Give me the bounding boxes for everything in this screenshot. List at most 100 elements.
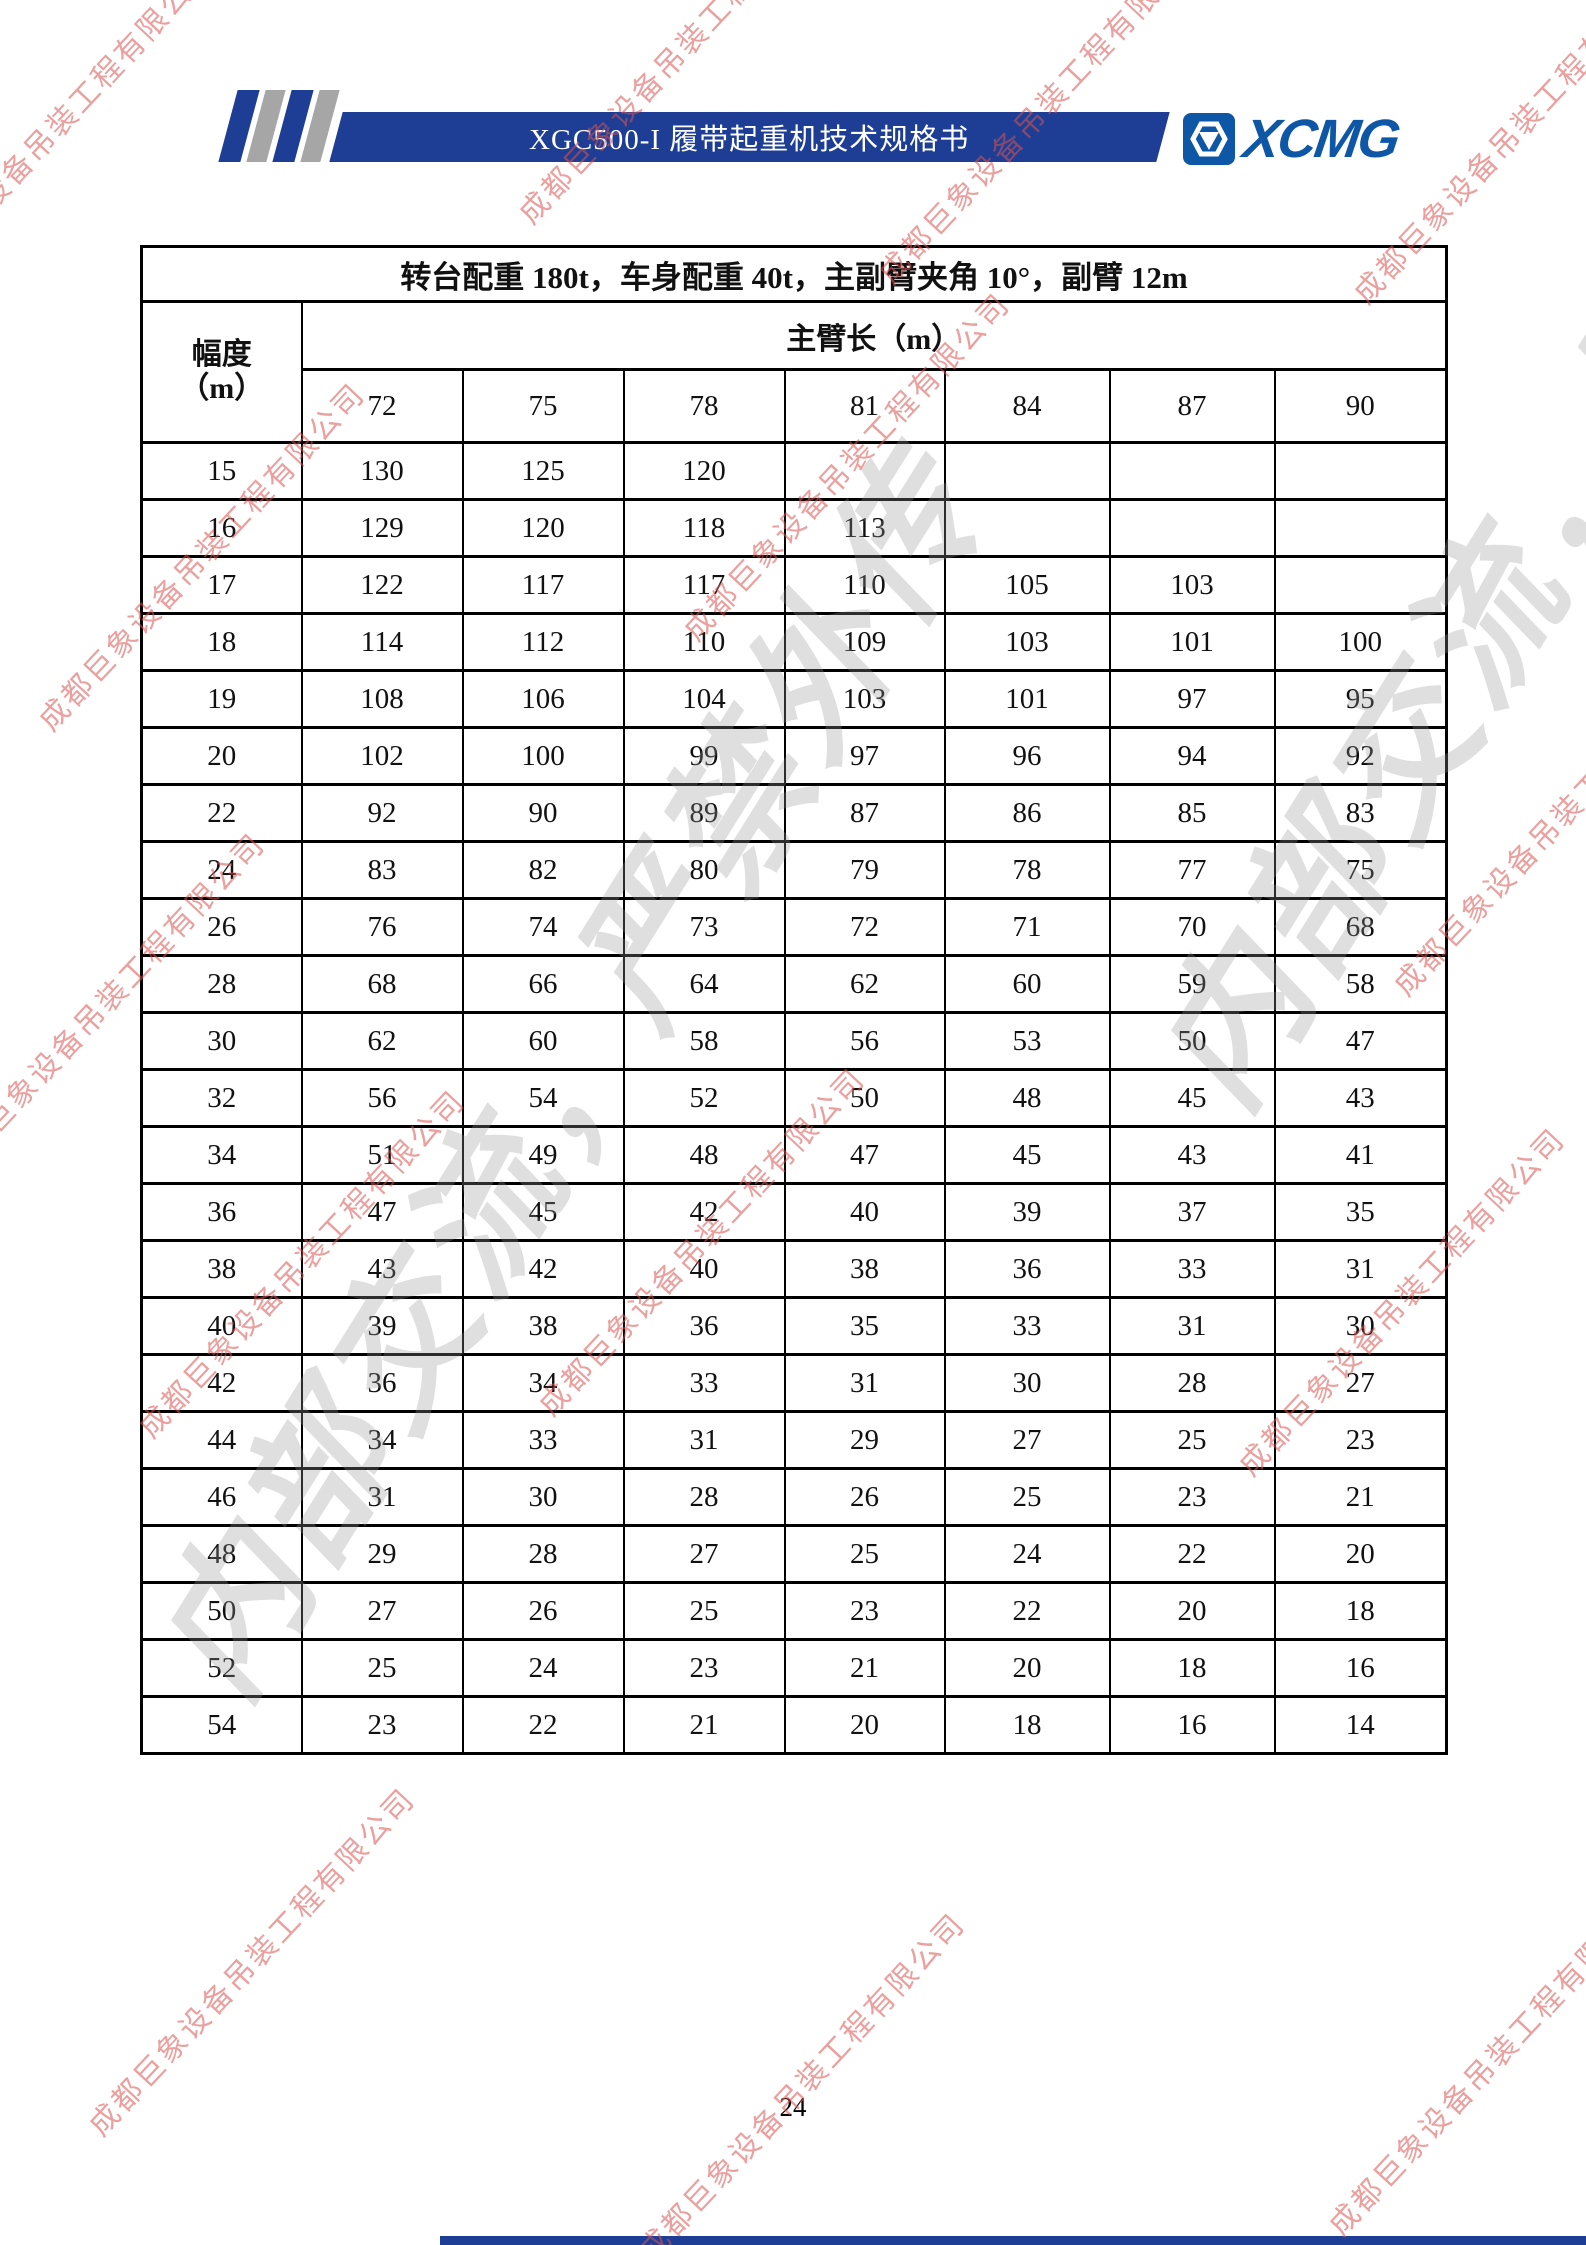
capacity-cell: 95 [1273, 669, 1448, 729]
capacity-cell: 25 [943, 1467, 1111, 1527]
capacity-cell: 101 [1108, 612, 1276, 672]
capacity-cell: 39 [300, 1296, 464, 1356]
capacity-cell: 42 [622, 1182, 786, 1242]
capacity-cell: 25 [300, 1638, 464, 1698]
capacity-cell: 30 [943, 1353, 1111, 1413]
capacity-cell: 27 [943, 1410, 1111, 1470]
radius-cell: 44 [140, 1410, 303, 1470]
capacity-cell: 82 [461, 840, 625, 900]
capacity-cell: 41 [1273, 1125, 1448, 1185]
capacity-cell: 29 [300, 1524, 464, 1584]
capacity-cell [1108, 441, 1276, 501]
capacity-cell: 114 [300, 612, 464, 672]
table-row: 20 102 100 99 97 96 94 92 [140, 726, 1448, 786]
capacity-cell: 70 [1108, 897, 1276, 957]
table-row: 48 29 28 27 25 24 22 20 [140, 1524, 1448, 1584]
xcmg-logo-text: XCMG [1239, 109, 1403, 169]
capacity-cell: 36 [622, 1296, 786, 1356]
capacity-cell: 83 [300, 840, 464, 900]
capacity-cell: 71 [943, 897, 1111, 957]
capacity-cell: 20 [1273, 1524, 1448, 1584]
capacity-cell: 18 [943, 1695, 1111, 1755]
capacity-cell: 45 [943, 1125, 1111, 1185]
capacity-cell: 122 [300, 555, 464, 615]
xcmg-hexagon-icon [1183, 113, 1235, 165]
capacity-cell [1273, 498, 1448, 558]
table-row: 52 25 24 23 21 20 18 16 [140, 1638, 1448, 1698]
radius-cell: 15 [140, 441, 303, 501]
capacity-cell: 24 [943, 1524, 1111, 1584]
capacity-cell [1273, 555, 1448, 615]
capacity-cell: 76 [300, 897, 464, 957]
capacity-cell [1108, 498, 1276, 558]
capacity-cell: 104 [622, 669, 786, 729]
capacity-cell: 105 [943, 555, 1111, 615]
capacity-cell: 100 [461, 726, 625, 786]
table-row: 38 43 42 40 38 36 33 31 [140, 1239, 1448, 1299]
capacity-cell: 35 [1273, 1182, 1448, 1242]
radius-cell: 32 [140, 1068, 303, 1128]
capacity-cell: 59 [1108, 954, 1276, 1014]
boom-length-group-header: 主臂长（m） [300, 300, 1448, 371]
radius-cell: 54 [140, 1695, 303, 1755]
capacity-cell: 80 [622, 840, 786, 900]
capacity-cell: 89 [622, 783, 786, 843]
capacity-cell: 26 [461, 1581, 625, 1641]
table-row: 40 39 38 36 35 33 31 30 [140, 1296, 1448, 1356]
capacity-cell: 86 [943, 783, 1111, 843]
capacity-cell: 16 [1108, 1695, 1276, 1755]
radius-cell: 46 [140, 1467, 303, 1527]
capacity-cell: 26 [783, 1467, 946, 1527]
capacity-cell: 39 [943, 1182, 1111, 1242]
radius-cell: 18 [140, 612, 303, 672]
capacity-cell: 35 [783, 1296, 946, 1356]
capacity-cell: 78 [943, 840, 1111, 900]
table-row: 32 56 54 52 50 48 45 43 [140, 1068, 1448, 1128]
capacity-cell: 87 [783, 783, 946, 843]
capacity-cell [783, 441, 946, 501]
table-row: 30 62 60 58 56 53 50 47 [140, 1011, 1448, 1071]
capacity-cell: 54 [461, 1068, 625, 1128]
capacity-cell: 103 [1108, 555, 1276, 615]
capacity-cell: 56 [300, 1068, 464, 1128]
capacity-cell: 90 [461, 783, 625, 843]
capacity-cell: 30 [1273, 1296, 1448, 1356]
capacity-cell: 77 [1108, 840, 1276, 900]
company-watermark: 成都巨象设备吊装工程有限公司 [82, 1782, 423, 2143]
capacity-cell: 20 [943, 1638, 1111, 1698]
capacity-cell: 110 [622, 612, 786, 672]
radius-cell: 17 [140, 555, 303, 615]
company-watermark: 成都巨象设备吊装工程有限公司 [632, 1907, 973, 2245]
capacity-cell: 68 [300, 954, 464, 1014]
radius-cell: 52 [140, 1638, 303, 1698]
capacity-cell: 18 [1273, 1581, 1448, 1641]
radius-cell: 19 [140, 669, 303, 729]
boom-length-column-header: 90 [1273, 368, 1448, 444]
capacity-cell: 49 [461, 1125, 625, 1185]
capacity-cell: 129 [300, 498, 464, 558]
capacity-cell: 102 [300, 726, 464, 786]
capacity-cell: 47 [300, 1182, 464, 1242]
capacity-cell: 21 [622, 1695, 786, 1755]
table-row: 50 27 26 25 23 22 20 18 [140, 1581, 1448, 1641]
capacity-cell: 106 [461, 669, 625, 729]
capacity-cell: 38 [461, 1296, 625, 1356]
capacity-cell: 47 [1273, 1011, 1448, 1071]
radius-cell: 34 [140, 1125, 303, 1185]
capacity-cell: 20 [1108, 1581, 1276, 1641]
table-title-row: 转台配重 180t，车身配重 40t，主副臂夹角 10°，副臂 12m [140, 245, 1448, 303]
capacity-cell: 58 [622, 1011, 786, 1071]
capacity-cell: 18 [1108, 1638, 1276, 1698]
capacity-cell: 25 [1108, 1410, 1276, 1470]
capacity-cell: 125 [461, 441, 625, 501]
capacity-cell: 33 [461, 1410, 625, 1470]
table-row: 19 108 106 104 103 101 97 95 [140, 669, 1448, 729]
table-row: 42 36 34 33 31 30 28 27 [140, 1353, 1448, 1413]
capacity-cell [943, 498, 1111, 558]
capacity-cell: 43 [300, 1239, 464, 1299]
radius-header-label: 幅度 [191, 337, 252, 371]
table-row: 34 51 49 48 47 45 43 41 [140, 1125, 1448, 1185]
boom-length-column-header: 87 [1108, 368, 1276, 444]
capacity-cell: 33 [943, 1296, 1111, 1356]
capacity-cell: 75 [1273, 840, 1448, 900]
